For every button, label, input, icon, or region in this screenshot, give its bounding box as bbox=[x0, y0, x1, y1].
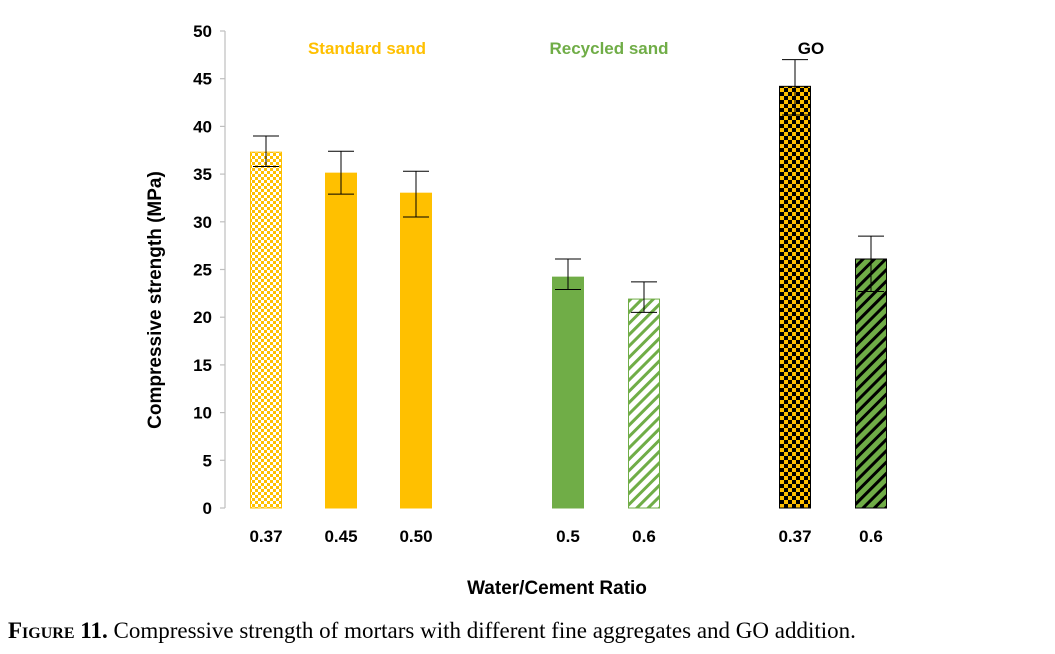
y-tick-label: 25 bbox=[193, 261, 212, 280]
x-tick-label: 0.5 bbox=[556, 527, 580, 546]
y-tick-label: 45 bbox=[193, 70, 212, 89]
y-tick-label: 5 bbox=[203, 451, 212, 470]
bar bbox=[552, 276, 584, 509]
x-tick-label: 0.37 bbox=[249, 527, 282, 546]
y-tick-label: 50 bbox=[193, 22, 212, 41]
y-tick-label: 40 bbox=[193, 117, 212, 136]
figure-caption-text: Compressive strength of mortars with dif… bbox=[107, 618, 856, 643]
x-tick-label: 0.6 bbox=[632, 527, 656, 546]
bar bbox=[779, 85, 811, 509]
y-tick-label: 35 bbox=[193, 165, 212, 184]
y-tick-label: 0 bbox=[203, 499, 212, 518]
bar bbox=[855, 258, 887, 509]
bar bbox=[250, 151, 282, 509]
y-axis-title: Compressive strength (MPa) bbox=[145, 171, 166, 429]
bar bbox=[400, 192, 432, 509]
bar-chart-svg: 0 5 10 15 20 25 30 35 40 45 50 Standard sand 0.37 0.4… bbox=[145, 22, 887, 599]
group-label: Standard sand bbox=[308, 39, 426, 58]
figure-caption: Figure 11. Compressive strength of morta… bbox=[8, 618, 1053, 644]
bars bbox=[250, 59, 887, 509]
group-label: GO bbox=[798, 39, 824, 58]
y-tick-label: 15 bbox=[193, 356, 212, 375]
group-label: Recycled sand bbox=[549, 39, 668, 58]
x-tick-label: 0.50 bbox=[399, 527, 432, 546]
x-axis-title: Water/Cement Ratio bbox=[467, 578, 647, 599]
bar bbox=[628, 298, 660, 509]
y-tick-label: 30 bbox=[193, 213, 212, 232]
axes bbox=[220, 30, 226, 509]
labels: 0 5 10 15 20 25 30 35 40 45 50 Standard sand 0.37 0.4… bbox=[193, 22, 883, 546]
bar bbox=[325, 172, 357, 509]
x-tick-label: 0.45 bbox=[324, 527, 357, 546]
figure-label: Figure 11. bbox=[8, 618, 108, 643]
x-tick-label: 0.6 bbox=[859, 527, 883, 546]
y-tick-label: 20 bbox=[193, 308, 212, 327]
y-tick-label: 10 bbox=[193, 404, 212, 423]
x-tick-label: 0.37 bbox=[778, 527, 811, 546]
